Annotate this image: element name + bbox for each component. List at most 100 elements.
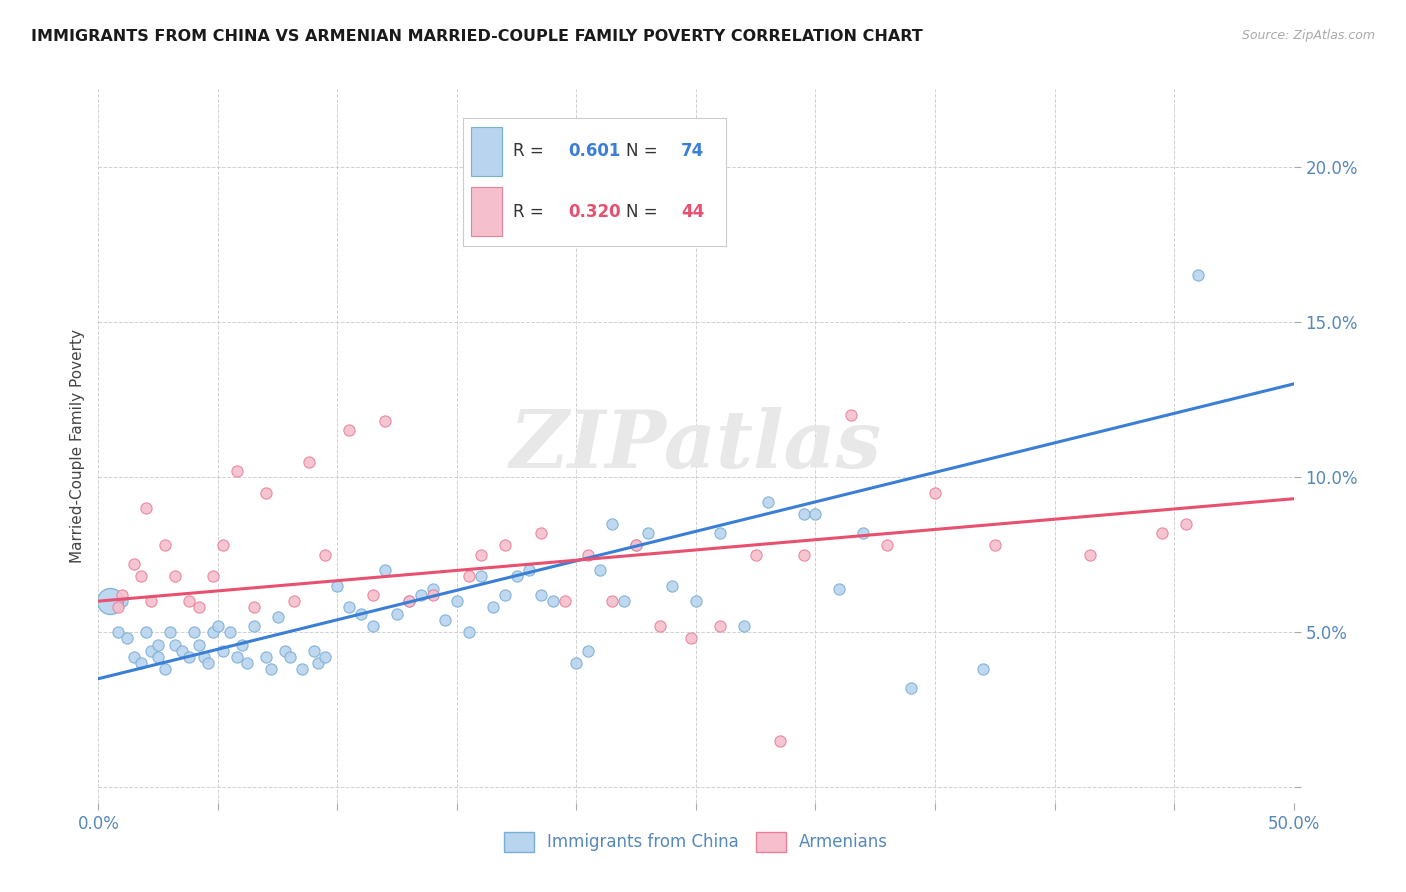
Point [506, 569, 529, 583]
Point [115, 632, 138, 646]
Point [131, 656, 153, 670]
Point [124, 650, 146, 665]
Point [756, 495, 779, 509]
Point [481, 600, 505, 615]
Point [613, 145, 636, 159]
Point [1187, 268, 1209, 283]
Point [458, 625, 481, 640]
Point [139, 644, 162, 658]
Point [613, 594, 636, 608]
Point [267, 609, 290, 624]
Point [589, 563, 612, 577]
Point [155, 662, 177, 676]
Point [554, 594, 576, 608]
Point [183, 625, 205, 640]
Point [226, 464, 249, 478]
Point [768, 733, 790, 747]
Point [163, 569, 186, 583]
Point [187, 600, 209, 615]
Point [565, 656, 588, 670]
Point [315, 548, 337, 562]
Point [187, 638, 209, 652]
Point [298, 454, 321, 468]
Point [339, 424, 361, 438]
Point [302, 644, 325, 658]
Point [984, 538, 1007, 552]
Point [363, 619, 385, 633]
Point [793, 508, 815, 522]
Point [900, 681, 922, 695]
Point [685, 594, 707, 608]
Point [291, 662, 314, 676]
Point [470, 548, 492, 562]
Legend: Immigrants from China, Armenians: Immigrants from China, Armenians [498, 825, 894, 859]
Point [98, 594, 122, 608]
Point [578, 548, 600, 562]
Point [494, 538, 516, 552]
Point [422, 582, 444, 596]
Point [578, 644, 600, 658]
Point [804, 508, 827, 522]
Point [219, 625, 242, 640]
Point [602, 516, 624, 531]
Point [530, 525, 553, 540]
Point [202, 625, 225, 640]
Point [470, 569, 492, 583]
Point [197, 656, 219, 670]
Point [107, 600, 129, 615]
Point [494, 588, 516, 602]
Text: Source: ZipAtlas.com: Source: ZipAtlas.com [1241, 29, 1375, 42]
Point [681, 632, 703, 646]
Point [398, 594, 420, 608]
Point [363, 588, 385, 602]
Point [283, 594, 305, 608]
Point [972, 662, 994, 676]
Point [793, 548, 815, 562]
Point [1175, 516, 1198, 531]
Point [637, 525, 659, 540]
Point [626, 538, 648, 552]
Point [434, 613, 457, 627]
Point [211, 644, 233, 658]
Point [231, 638, 253, 652]
Point [135, 501, 157, 516]
Point [172, 644, 194, 658]
Point [339, 600, 361, 615]
Point [422, 588, 444, 602]
Point [733, 619, 755, 633]
Point [411, 588, 433, 602]
Point [202, 569, 225, 583]
Point [458, 569, 481, 583]
Point [541, 594, 564, 608]
Text: ZIPatlas: ZIPatlas [510, 408, 882, 484]
Point [661, 579, 683, 593]
Y-axis label: Married-Couple Family Poverty: Married-Couple Family Poverty [69, 329, 84, 563]
Point [235, 656, 257, 670]
Point [709, 619, 731, 633]
Point [111, 588, 134, 602]
Point [315, 650, 337, 665]
Point [517, 563, 540, 577]
Point [1152, 525, 1174, 540]
Point [446, 594, 468, 608]
Point [828, 582, 851, 596]
Point [278, 650, 301, 665]
Point [852, 525, 875, 540]
Point [385, 607, 409, 621]
Point [1080, 548, 1102, 562]
Point [648, 619, 672, 633]
Point [179, 650, 201, 665]
Point [626, 538, 648, 552]
Point [179, 594, 201, 608]
Point [602, 594, 624, 608]
Point [131, 569, 153, 583]
Point [350, 607, 373, 621]
Point [193, 650, 215, 665]
Point [159, 625, 181, 640]
Point [155, 538, 177, 552]
Point [709, 525, 731, 540]
Point [226, 650, 249, 665]
Point [135, 625, 157, 640]
Point [111, 594, 134, 608]
Point [148, 638, 170, 652]
